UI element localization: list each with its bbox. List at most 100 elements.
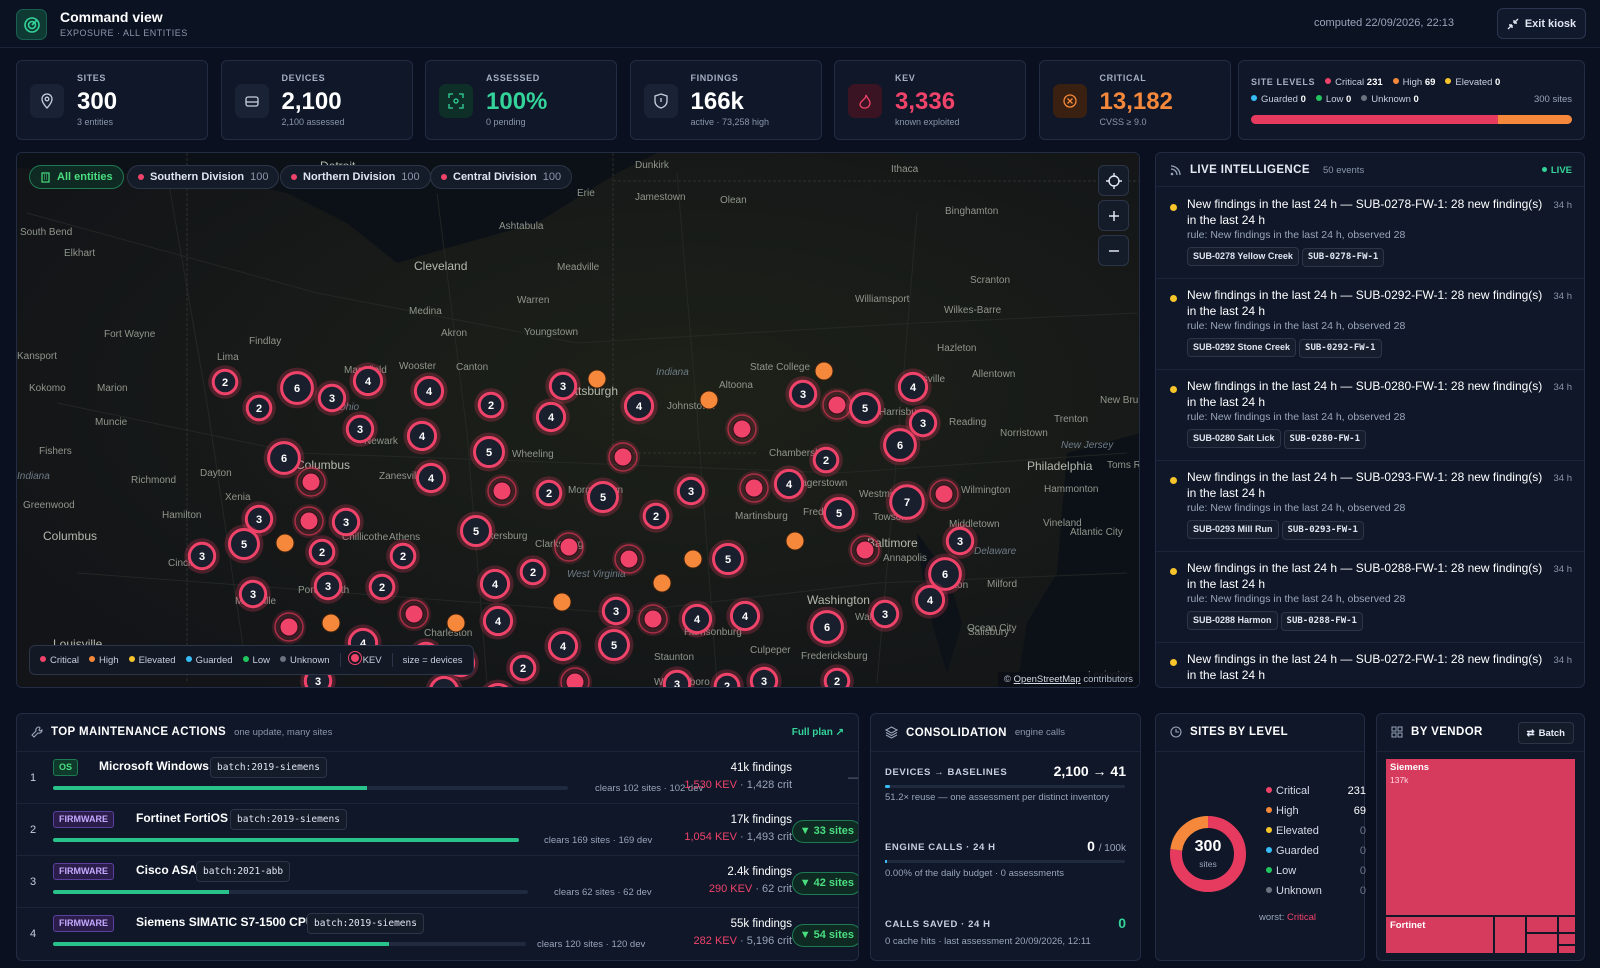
high-site-marker[interactable] [699,390,719,410]
site-cluster-marker[interactable]: 5 [708,539,748,579]
batch-tag[interactable]: batch:2021-abb [196,861,291,882]
treemap-cell-fortinet[interactable]: Fortinet [1385,916,1494,954]
high-site-marker[interactable] [814,361,834,381]
site-cluster-marker[interactable]: 5 [845,388,885,428]
site-cluster-marker[interactable]: 3 [942,523,978,559]
site-cluster-marker[interactable]: 2 [710,669,744,688]
treemap-cell[interactable] [1494,916,1526,954]
site-cluster-marker[interactable]: 5 [469,432,509,472]
site-cluster-marker[interactable]: 6 [924,553,966,595]
site-cluster-marker[interactable]: 3 [905,405,941,441]
site-cluster-marker[interactable]: 2 [506,651,540,685]
feed-tag[interactable]: SUB-0292 Stone Creek [1187,338,1297,357]
sites-delta-badge[interactable]: ▼ 42 sites [791,872,858,895]
site-cluster-marker[interactable]: 5 [583,477,623,517]
site-cluster-marker[interactable]: 3 [235,576,271,612]
high-site-marker[interactable] [652,573,672,593]
site-cluster-marker[interactable]: 3 [746,663,782,688]
feed-tag[interactable]: SUB-0278 Yellow Creek [1187,247,1299,266]
locate-button[interactable] [1098,165,1129,196]
site-cluster-marker[interactable]: 2 [386,539,420,573]
map-canvas[interactable]: DetroitDunkirkIthacaBattleKalamazooJames… [17,153,1140,688]
kev-site-marker[interactable] [612,542,646,576]
kev-site-marker[interactable] [397,597,431,631]
site-cluster-marker[interactable]: 2 [532,476,566,510]
site-cluster-marker[interactable]: 3 [342,411,378,447]
high-site-marker[interactable] [552,592,572,612]
high-site-marker[interactable] [446,613,466,633]
map-panel[interactable]: DetroitDunkirkIthacaBattleKalamazooJames… [16,152,1140,688]
site-cluster-marker[interactable]: 4 [911,581,949,619]
site-cluster-marker[interactable]: 4 [410,372,448,410]
site-cluster-marker[interactable]: 2 [639,499,673,533]
batch-tag[interactable]: batch:2019-siemens [307,913,424,934]
high-site-marker[interactable] [683,549,703,569]
batch-tag[interactable]: batch:2019-siemens [210,757,327,778]
treemap-cell-siemens[interactable]: Siemens 137k [1385,758,1576,916]
site-cluster-marker[interactable]: 3 [545,368,581,404]
kev-site-marker[interactable] [848,533,882,567]
kev-site-marker[interactable] [485,474,519,508]
maintenance-row[interactable]: 3 FIRMWARE Cisco ASA batch:2021-abb clears 6… [17,855,858,907]
kev-site-marker[interactable] [606,440,640,474]
sites-delta-badge[interactable]: ▼ 54 sites [791,924,858,947]
site-cluster-marker[interactable]: 3 [184,538,220,574]
kev-site-marker[interactable] [725,412,759,446]
kev-site-marker[interactable] [294,465,328,499]
sites-delta-badge[interactable]: ▼ 33 sites [791,820,858,843]
chip-southern-division[interactable]: Southern Division 100 [127,165,280,189]
kev-site-marker[interactable] [737,471,771,505]
feed-tag[interactable]: SUB-0280-FW-1 [1283,430,1366,449]
feed-item[interactable]: New findings in the last 24 h — SUB-0280… [1156,370,1584,461]
high-site-marker[interactable] [785,531,805,551]
high-site-marker[interactable] [587,369,607,389]
site-cluster-marker[interactable]: 2 [305,535,339,569]
treemap-cell[interactable] [1526,933,1558,954]
site-cluster-marker[interactable]: 5 [479,679,518,689]
site-cluster-marker[interactable]: 2 [365,570,399,604]
site-cluster-marker[interactable]: 7 [885,480,929,524]
kev-site-marker[interactable] [552,530,586,564]
site-cluster-marker[interactable]: 5 [819,493,859,533]
batch-toggle-button[interactable]: ⇄ Batch [1517,722,1574,744]
site-cluster-marker[interactable]: 4 [620,387,658,425]
site-cluster-marker[interactable]: 4 [894,368,932,406]
site-cluster-marker[interactable]: 3 [310,568,346,604]
site-cluster-marker[interactable]: 3 [314,380,350,416]
site-cluster-marker[interactable]: 3 [328,504,364,540]
kev-site-marker[interactable] [558,665,592,688]
site-cluster-marker[interactable]: 3 [241,501,277,537]
feed-item[interactable]: New findings in the last 24 h — SUB-0292… [1156,279,1584,370]
high-site-marker[interactable] [275,533,295,553]
kev-site-marker[interactable] [820,388,854,422]
chip-northern-division[interactable]: Northern Division 100 [280,165,431,189]
site-cluster-marker[interactable]: 3 [785,376,821,412]
feed-item[interactable]: New findings in the last 24 h — SUB-0288… [1156,552,1584,643]
openstreetmap-link[interactable]: OpenStreetMap [1013,674,1081,685]
high-site-marker[interactable] [321,613,341,633]
maintenance-row[interactable]: 2 FIRMWARE Fortinet FortiOS batch:2019-siem… [17,803,858,855]
site-cluster-marker[interactable]: 2 [516,555,550,589]
site-cluster-marker[interactable]: 2 [242,391,276,425]
site-cluster-marker[interactable]: 4 [544,627,582,665]
treemap-cell[interactable] [1526,916,1558,933]
maintenance-row[interactable]: 1 OS Microsoft Windows batch:2019-siemens cl… [17,751,858,803]
feed-item[interactable]: New findings in the last 24 h — SUB-0272… [1156,643,1584,687]
site-cluster-marker[interactable]: 4 [479,602,517,640]
site-cluster-marker[interactable]: 6 [806,606,848,648]
site-cluster-marker[interactable]: 3 [659,666,695,688]
zoom-out-button[interactable] [1098,235,1129,266]
treemap-cell[interactable] [1558,916,1576,933]
zoom-in-button[interactable] [1098,200,1129,231]
treemap-cell[interactable] [1558,945,1576,954]
site-cluster-marker[interactable]: 6 [276,367,318,409]
site-cluster-marker[interactable]: 2 [474,388,508,422]
site-cluster-marker[interactable]: 4 [532,398,570,436]
site-cluster-marker[interactable]: 4 [425,672,463,688]
treemap-cell[interactable] [1558,933,1576,945]
site-cluster-marker[interactable]: 6 [263,437,305,479]
feed-item[interactable]: New findings in the last 24 h — SUB-0293… [1156,461,1584,552]
feed-tag[interactable]: SUB-0293-FW-1 [1281,521,1364,540]
chip-all-entities[interactable]: All entities [29,165,124,189]
kev-site-marker[interactable] [292,504,326,538]
